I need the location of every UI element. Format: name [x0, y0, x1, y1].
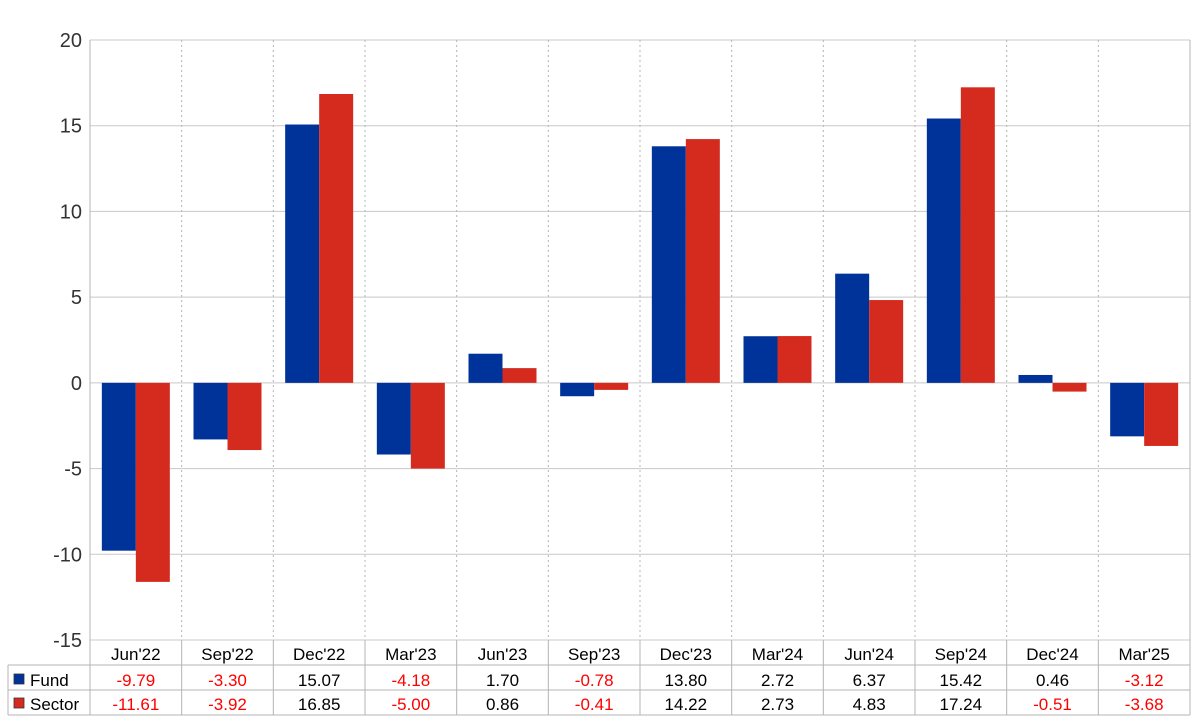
bar-fund	[468, 353, 503, 383]
x-tick-label: Sep'24	[935, 645, 987, 664]
bar-sector	[135, 382, 170, 582]
bar-sector	[960, 87, 995, 383]
bar-fund	[651, 146, 686, 383]
bar-sector	[1144, 382, 1179, 446]
data-label-fund: -4.18	[391, 671, 430, 690]
data-label-fund: -9.79	[116, 671, 155, 690]
data-label-sector: -3.68	[1125, 695, 1164, 714]
y-tick-label: 5	[71, 287, 82, 309]
data-label-fund: 0.46	[1036, 671, 1069, 690]
data-label-sector: -0.51	[1033, 695, 1072, 714]
legend-label-sector: Sector	[30, 695, 79, 714]
data-label-sector: -0.41	[575, 695, 614, 714]
bar-fund	[193, 382, 228, 440]
y-tick-label: 15	[60, 116, 82, 138]
bar-fund	[1110, 382, 1145, 437]
bar-sector	[502, 368, 537, 383]
data-label-sector: -5.00	[391, 695, 430, 714]
x-tick-label: Jun'22	[111, 645, 161, 664]
y-tick-label: -5	[64, 459, 82, 481]
bar-sector	[227, 382, 262, 451]
data-label-sector: 14.22	[665, 695, 708, 714]
data-label-fund: 2.72	[761, 671, 794, 690]
bar-sector	[869, 300, 904, 383]
data-label-fund: 6.37	[853, 671, 886, 690]
x-tick-label: Sep'23	[568, 645, 620, 664]
data-label-sector: 4.83	[853, 695, 886, 714]
bar-sector	[777, 336, 812, 383]
bar-sector	[410, 382, 445, 469]
y-tick-label: 10	[60, 201, 82, 223]
bar-fund	[926, 118, 961, 383]
legend-swatch-sector	[13, 697, 25, 709]
y-tick-label: 20	[60, 30, 82, 52]
bar-fund	[101, 382, 136, 551]
data-label-sector: -3.92	[208, 695, 247, 714]
x-tick-label: Jun'24	[844, 645, 894, 664]
bar-sector	[685, 139, 720, 383]
x-tick-label: Mar'24	[752, 645, 803, 664]
legend-label-fund: Fund	[30, 671, 69, 690]
data-label-fund: -0.78	[575, 671, 614, 690]
bar-sector	[594, 382, 629, 390]
x-tick-label: Mar'23	[385, 645, 436, 664]
x-tick-label: Jun'23	[478, 645, 528, 664]
data-label-sector: 17.24	[940, 695, 983, 714]
bar-fund	[560, 382, 595, 397]
data-label-fund: 15.07	[298, 671, 341, 690]
data-label-fund: 15.42	[940, 671, 983, 690]
bar-sector	[1052, 382, 1087, 392]
x-tick-label: Mar'25	[1118, 645, 1169, 664]
data-label-sector: 16.85	[298, 695, 341, 714]
y-tick-label: 0	[71, 373, 82, 395]
data-label-fund: -3.30	[208, 671, 247, 690]
data-label-fund: -3.12	[1125, 671, 1164, 690]
data-label-sector: 2.73	[761, 695, 794, 714]
bar-fund	[743, 336, 778, 383]
x-tick-label: Dec'23	[660, 645, 712, 664]
bar-sector	[319, 94, 354, 383]
y-tick-label: -15	[53, 630, 82, 652]
x-tick-label: Dec'24	[1026, 645, 1078, 664]
bar-fund	[835, 273, 870, 383]
x-tick-label: Dec'22	[293, 645, 345, 664]
y-tick-label: -10	[53, 544, 82, 566]
data-label-sector: -11.61	[112, 695, 159, 714]
x-tick-label: Sep'22	[201, 645, 253, 664]
bar-fund	[1018, 374, 1053, 383]
data-label-fund: 1.70	[486, 671, 519, 690]
bar-fund	[376, 382, 411, 455]
data-label-fund: 13.80	[665, 671, 708, 690]
bar-fund	[285, 124, 320, 383]
data-label-sector: 0.86	[486, 695, 519, 714]
legend-swatch-fund	[13, 673, 25, 685]
